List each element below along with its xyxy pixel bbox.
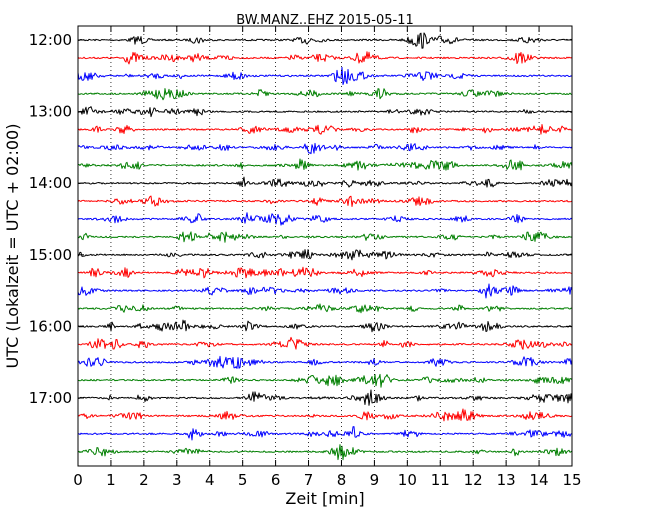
vertical-grid — [110, 26, 540, 466]
y-axis-ticks: 12:00 13:00 14:00 15:00 16:00 17:00 — [29, 31, 572, 407]
x-tick-label: 12 — [464, 471, 483, 489]
x-tick-label: 8 — [337, 471, 347, 489]
x-tick-label: 6 — [271, 471, 281, 489]
seismic-trace-4 — [77, 106, 573, 118]
seismic-trace-20 — [77, 389, 573, 406]
x-tick-label: 13 — [497, 471, 516, 489]
seismic-trace-12 — [77, 249, 573, 261]
x-tick-label: 1 — [106, 471, 116, 489]
seismic-trace-1 — [77, 51, 573, 65]
plot-frame — [77, 25, 573, 467]
seismic-trace-15 — [77, 303, 573, 314]
y-tick-label: 17:00 — [29, 389, 72, 407]
x-tick-label: 14 — [530, 471, 549, 489]
x-tick-label: 11 — [431, 471, 450, 489]
seismic-trace-10 — [77, 212, 573, 226]
y-tick-label: 13:00 — [29, 103, 72, 121]
y-axis-label: UTC (Lokalzeit = UTC + 02:00) — [3, 124, 22, 369]
seismic-trace-7 — [77, 158, 573, 171]
x-tick-label: 15 — [562, 471, 581, 489]
seismic-trace-19 — [77, 373, 573, 388]
seismic-trace-9 — [77, 195, 573, 207]
y-tick-label: 12:00 — [29, 31, 72, 49]
seismic-trace-21 — [77, 408, 573, 422]
seismic-trace-5 — [77, 124, 573, 135]
x-axis-ticks: 0 1 2 3 4 5 6 7 8 9 10 11 12 13 14 15 — [73, 26, 582, 489]
seismic-trace-8 — [77, 176, 573, 188]
seismic-trace-18 — [77, 355, 573, 369]
x-tick-label: 5 — [238, 471, 248, 489]
x-tick-label: 9 — [370, 471, 380, 489]
y-tick-label: 15:00 — [29, 246, 72, 264]
y-tick-label: 14:00 — [29, 174, 72, 192]
seismic-trace-14 — [77, 283, 573, 299]
x-tick-label: 2 — [139, 471, 149, 489]
x-tick-label: 10 — [398, 471, 417, 489]
x-tick-label: 7 — [304, 471, 314, 489]
seismic-trace-23 — [77, 444, 573, 461]
seismic-traces — [77, 32, 573, 461]
seismic-trace-13 — [77, 266, 573, 279]
x-tick-label: 4 — [205, 471, 215, 489]
seismic-trace-11 — [77, 231, 573, 243]
seismic-trace-6 — [77, 142, 573, 155]
x-axis-label: Zeit [min] — [285, 489, 364, 508]
x-tick-label: 0 — [73, 471, 83, 489]
seismic-trace-17 — [77, 336, 573, 350]
x-tick-label: 3 — [172, 471, 182, 489]
seismic-trace-3 — [77, 88, 573, 101]
seismic-trace-0 — [77, 32, 573, 49]
seismic-trace-2 — [77, 66, 573, 86]
y-tick-label: 16:00 — [29, 317, 72, 335]
seismic-trace-22 — [77, 426, 573, 441]
seismic-trace-16 — [77, 319, 573, 333]
chart-title: BW.MANZ..EHZ 2015-05-11 — [236, 13, 414, 28]
